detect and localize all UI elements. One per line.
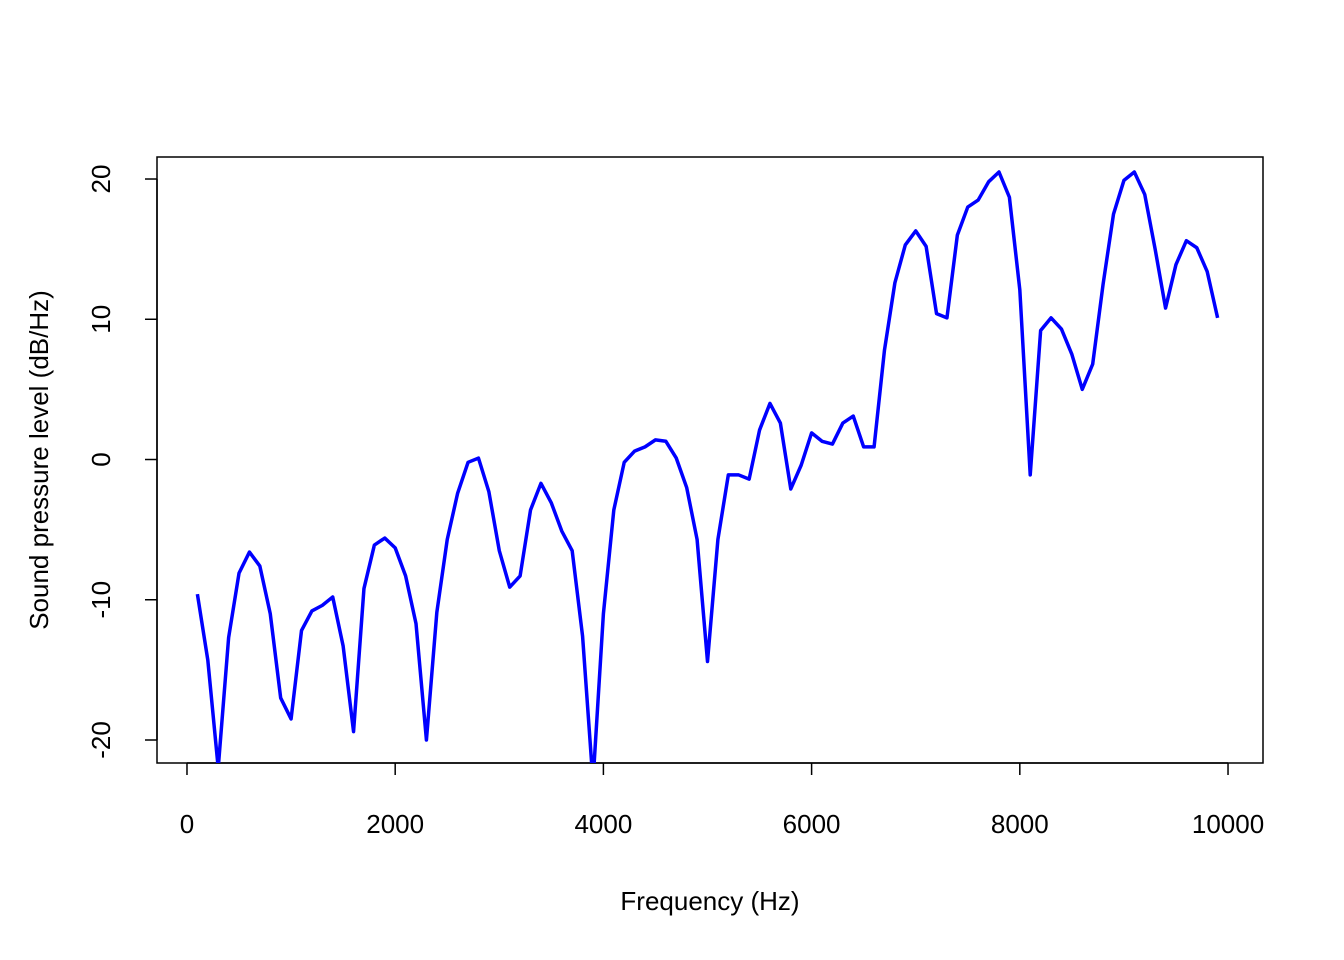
x-tick-label: 0 [180,809,194,839]
y-tick-label: -10 [86,581,116,619]
x-tick-label: 4000 [574,809,632,839]
x-tick-label: 10000 [1192,809,1264,839]
y-tick-label: -20 [86,721,116,759]
x-tick-label: 6000 [783,809,841,839]
x-tick-label: 8000 [991,809,1049,839]
y-axis-label: Sound pressure level (dB/Hz) [24,290,54,630]
y-tick-label: 0 [86,452,116,466]
y-tick-label: 20 [86,165,116,194]
x-axis-label: Frequency (Hz) [620,886,799,916]
line [195,170,1220,763]
y-tick-label: 10 [86,305,116,334]
plot-box [156,156,1264,764]
x-tick-label: 2000 [366,809,424,839]
